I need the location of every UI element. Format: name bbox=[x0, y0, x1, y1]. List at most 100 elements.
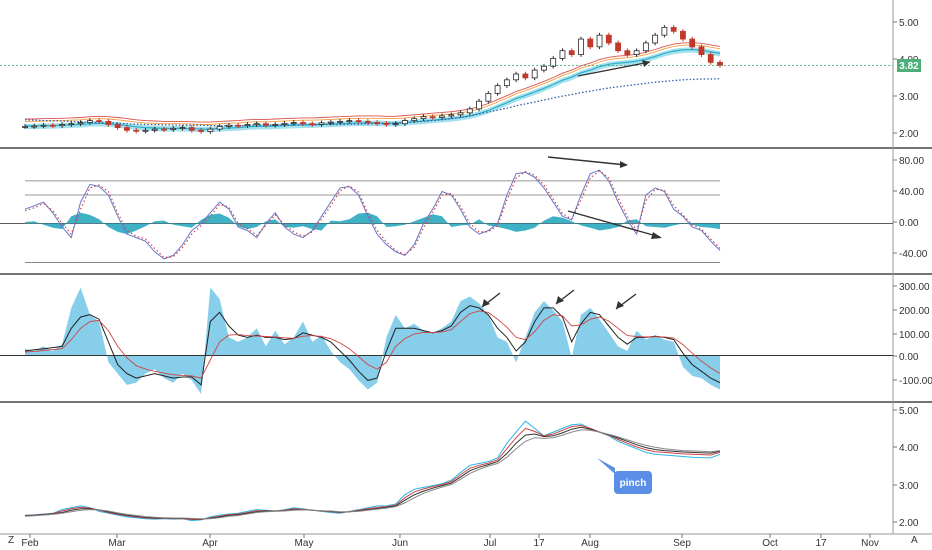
trend-arrow-head bbox=[642, 60, 650, 67]
last-price-tag: 3.82 bbox=[897, 59, 921, 72]
x-tick-label: Jul bbox=[484, 538, 497, 549]
auto-scale-a-icon[interactable]: A bbox=[911, 535, 918, 546]
trend-arrow-line bbox=[577, 61, 651, 77]
candle-body bbox=[31, 125, 38, 128]
candle-body bbox=[96, 120, 103, 122]
candle-body bbox=[59, 124, 65, 127]
candle-body bbox=[253, 123, 260, 126]
candle-body bbox=[670, 27, 677, 32]
x-tick-label: Sep bbox=[673, 538, 691, 549]
y-tick-label: 5.00 bbox=[899, 18, 919, 29]
candle-body bbox=[503, 79, 510, 87]
osc-histogram-area bbox=[25, 212, 720, 235]
candle-body bbox=[383, 122, 390, 125]
candle-body bbox=[494, 85, 501, 94]
candle-body bbox=[411, 118, 418, 121]
y-tick-label: 3.00 bbox=[899, 481, 919, 492]
last-price-label: 3.82 bbox=[899, 61, 919, 72]
candle-body bbox=[86, 120, 93, 123]
candle-body bbox=[309, 123, 316, 126]
candle-body bbox=[531, 69, 538, 79]
candle-body bbox=[40, 124, 47, 127]
y-tick-label: 0.00 bbox=[899, 218, 919, 229]
candle-body bbox=[587, 38, 594, 48]
candle-body bbox=[179, 127, 186, 129]
candle-body bbox=[633, 50, 640, 55]
x-tick-label: Apr bbox=[202, 538, 218, 549]
chart-annotations: 3.82 pinch Z A bbox=[8, 59, 921, 546]
y-tick-label: 2.00 bbox=[899, 518, 919, 529]
candle-body bbox=[263, 123, 269, 126]
y-tick-label: 4.00 bbox=[899, 443, 919, 454]
candle-body bbox=[124, 127, 130, 131]
y-tick-label: 300.00 bbox=[899, 282, 930, 293]
candle-body bbox=[392, 123, 399, 126]
peak-arrow-head bbox=[556, 296, 564, 304]
candle-body bbox=[689, 38, 696, 48]
candle-body bbox=[522, 73, 529, 79]
divergence-arrow-top bbox=[547, 156, 627, 166]
y-tick-label: 80.00 bbox=[899, 156, 924, 167]
candle-body bbox=[142, 129, 149, 132]
timezone-z-icon[interactable]: Z bbox=[8, 535, 14, 546]
ema-red-line bbox=[25, 42, 721, 123]
candle-body bbox=[374, 122, 381, 124]
last-price-bg bbox=[897, 59, 921, 72]
candle-body bbox=[272, 124, 279, 126]
candle-body bbox=[77, 122, 84, 125]
candle-body bbox=[457, 112, 464, 116]
candle-body bbox=[244, 124, 251, 127]
pinch-callout-text: pinch bbox=[620, 478, 647, 489]
candle-body bbox=[22, 126, 28, 128]
x-tick-label: Oct bbox=[762, 538, 778, 549]
candle-body bbox=[49, 124, 56, 127]
pinch-callout-pointer bbox=[597, 458, 615, 474]
candle-body bbox=[281, 122, 288, 125]
candle-body bbox=[225, 124, 232, 127]
candle-body bbox=[476, 100, 482, 110]
candle-body bbox=[300, 122, 306, 125]
candle-body bbox=[290, 122, 297, 124]
candle-body bbox=[216, 126, 223, 130]
candle-body bbox=[429, 116, 436, 119]
candle-body bbox=[605, 34, 612, 44]
y-tick-label: 40.00 bbox=[899, 187, 924, 198]
macd-line bbox=[24, 305, 721, 386]
candle-body bbox=[327, 121, 334, 124]
ema-ribbon-band bbox=[25, 47, 720, 133]
candle-body bbox=[642, 42, 649, 52]
x-tick-label: 17 bbox=[815, 538, 827, 549]
candle-body bbox=[541, 65, 547, 71]
candle-body bbox=[198, 129, 204, 132]
candle-body bbox=[448, 114, 455, 117]
candle-body bbox=[624, 50, 631, 55]
stoch-d-line bbox=[24, 170, 721, 259]
candle-body bbox=[652, 34, 659, 44]
candle-body bbox=[402, 120, 408, 125]
candle-body bbox=[707, 54, 714, 63]
y-tick-label: 200.00 bbox=[899, 306, 930, 317]
candle-body bbox=[680, 30, 686, 40]
candle-body bbox=[68, 123, 75, 126]
candle-body bbox=[615, 42, 621, 52]
candle-body bbox=[596, 34, 603, 48]
candle-body bbox=[513, 73, 520, 81]
ma-line-slowest_ma bbox=[24, 429, 721, 520]
candle-body bbox=[114, 124, 121, 128]
y-tick-label: 100.00 bbox=[899, 330, 930, 341]
peak-arrow-head bbox=[616, 301, 624, 309]
candle-body bbox=[151, 128, 158, 131]
ema-orange-line bbox=[25, 44, 721, 125]
candle-body bbox=[550, 58, 557, 67]
x-tick-label: Nov bbox=[861, 538, 879, 549]
y-tick-label: 5.00 bbox=[899, 406, 919, 417]
divergence-arrowhead-top bbox=[620, 161, 628, 168]
pinch-callout: pinch bbox=[597, 458, 652, 494]
x-tick-label: Jun bbox=[392, 538, 408, 549]
candle-body bbox=[161, 128, 167, 131]
y-tick-label: 3.00 bbox=[899, 92, 919, 103]
candle-body bbox=[559, 50, 566, 59]
candle-body bbox=[420, 116, 427, 120]
